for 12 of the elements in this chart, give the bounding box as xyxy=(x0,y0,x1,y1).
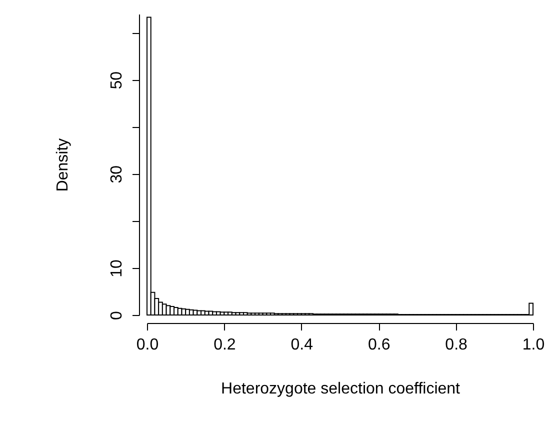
x-tick-label: 1.0 xyxy=(522,336,545,354)
y-tick-label: 30 xyxy=(108,165,126,184)
x-tick-label: 0.0 xyxy=(136,336,159,354)
x-tick-label: 0.6 xyxy=(368,336,390,354)
x-tick-label: 0.4 xyxy=(290,336,314,354)
x-tick-label: 0.8 xyxy=(445,336,468,354)
y-tick-label: 10 xyxy=(108,259,126,278)
x-tick-label: 0.2 xyxy=(214,336,236,354)
y-tick-label: 50 xyxy=(108,71,126,90)
y-axis-title: Density xyxy=(54,138,72,192)
y-tick-label: 0 xyxy=(108,310,126,320)
x-axis-title: Heterozygote selection coefficient xyxy=(221,380,461,398)
